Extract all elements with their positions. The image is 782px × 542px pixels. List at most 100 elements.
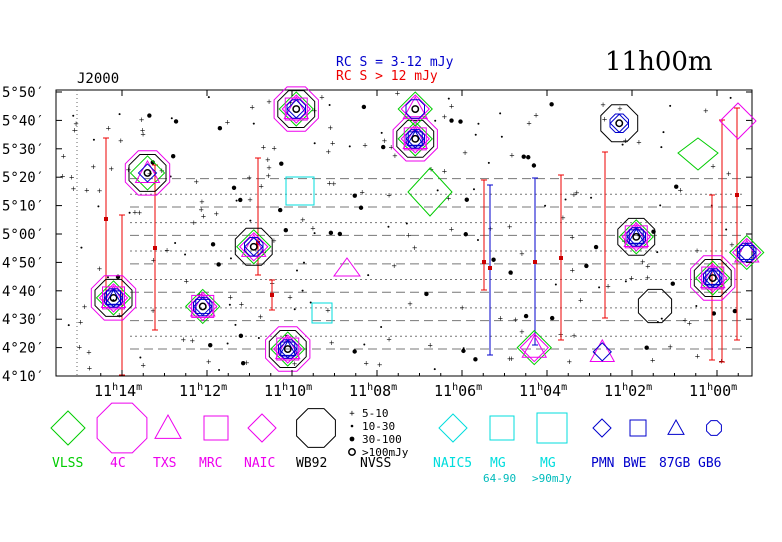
nvss-point-30-100 (240, 360, 246, 366)
nvss-point-30-100 (584, 263, 589, 269)
nvss-point-30-100 (361, 104, 367, 110)
nvss-point-30-100 (170, 154, 176, 159)
legend-87gb-symbol (667, 418, 685, 435)
rc-flux-marker (488, 266, 492, 270)
mrc-marker (624, 225, 648, 249)
wb92-marker (617, 217, 656, 256)
nvss-point-small: + (667, 343, 673, 351)
nvss-point-small: + (710, 162, 716, 170)
y-tick-label: 5°40′ (2, 113, 44, 129)
x-tick-label: 11h00m (689, 382, 737, 400)
pmn-marker (592, 342, 612, 362)
nvss-point-30-100 (238, 197, 243, 203)
nvss-point-10-30 (590, 196, 593, 199)
nvss-point-10-30 (170, 117, 173, 120)
nvss-point-10-30 (380, 326, 383, 329)
nvss-point-small: + (449, 103, 455, 111)
nvss-point-small: + (239, 301, 245, 309)
nvss-point-10-30 (477, 122, 480, 125)
catalog-source (90, 275, 137, 321)
nvss-point-30-100 (173, 119, 179, 124)
x-tick-label: 11h08m (349, 382, 397, 400)
wb92-marker (94, 278, 133, 317)
legend-mg1-label: MG (490, 456, 506, 471)
nvss-point-small: + (249, 103, 255, 111)
nvss-point-small: + (677, 187, 683, 195)
x-tick-label: 11h04m (519, 382, 567, 400)
nvss-point-30-100 (670, 281, 675, 286)
mrc-marker (276, 337, 300, 361)
nvss-point-small: + (394, 90, 400, 98)
nvss-point-small: + (703, 107, 709, 115)
nvss-point-30-100 (217, 126, 223, 131)
nvss-point-10-30 (487, 161, 490, 164)
nvss-point-small: + (682, 317, 688, 325)
nvss-point-10-30 (235, 199, 238, 202)
nvss-point-small: + (97, 187, 103, 195)
nvss-point-small: + (108, 165, 114, 173)
nvss-point-small: + (227, 293, 233, 301)
x-tick-label: 11h12m (179, 382, 227, 400)
nvss-point-small: + (200, 212, 206, 220)
nvss-point-small: + (446, 194, 452, 202)
nvss-point-small: + (72, 127, 78, 135)
nvss-point-10-30 (249, 219, 252, 222)
nvss-point-10-30 (695, 304, 698, 307)
87gb-marker (703, 268, 722, 285)
nvss-point-small: + (151, 257, 157, 265)
legend-gb6-label: GB6 (698, 456, 721, 471)
catalog-source (600, 104, 639, 143)
vlss-diamond-field (407, 167, 453, 217)
nvss-point-small: + (628, 274, 634, 282)
nvss-point-10-30 (252, 122, 255, 125)
nvss-point-10-30 (447, 97, 450, 100)
naic-marker (273, 334, 303, 364)
axes: 4°10′ 4°20′ 4°30′ 4°40′ 4°50′ 5°00′ 5°10′ 5°20′… (2, 85, 752, 400)
4c-marker (690, 255, 736, 301)
nvss-point-small: + (441, 113, 447, 121)
nvss-point-small: + (60, 152, 66, 160)
nvss-point-10-30 (92, 138, 95, 141)
nvss-point-10-30 (313, 232, 316, 235)
nvss-point-30-100 (449, 118, 454, 123)
rc-flux-marker (735, 193, 739, 197)
nvss-point-small: + (695, 353, 701, 361)
naic-marker (732, 237, 762, 268)
nvss-bright-marker (411, 105, 420, 113)
naic-marker (519, 332, 549, 363)
nvss-point-small: + (392, 152, 398, 160)
nvss-point-small: + (386, 192, 392, 200)
nvss-point-small: + (292, 360, 298, 368)
nvss-point-small: + (125, 166, 131, 174)
gb6-marker (703, 268, 723, 288)
nvss-point-30-100 (150, 160, 155, 165)
nvss-point-10-30 (433, 368, 436, 371)
x-tick-label: 11h10m (264, 382, 312, 400)
nvss-point-small: + (509, 355, 515, 363)
nvss-point-30-100 (147, 113, 152, 118)
wb92-marker (277, 90, 316, 128)
gb6-marker (626, 227, 646, 247)
nvss-point-small: + (686, 320, 692, 328)
nvss-point-small: + (258, 182, 264, 190)
nvss-point-small: + (407, 300, 413, 308)
nvss-point-small: + (726, 170, 732, 178)
y-tick-label: 4°20′ (2, 341, 44, 357)
nvss-point-small: + (497, 315, 503, 323)
nvss-point-30-100 (521, 154, 526, 159)
nvss-point-small: + (617, 105, 623, 113)
nvss-point-30-100 (732, 308, 738, 314)
mrc-marker (284, 97, 308, 121)
y-tick-label: 4°30′ (2, 312, 44, 328)
nvss-point-10-30 (80, 246, 83, 249)
nvss-point-30-100 (593, 244, 599, 250)
catalog-source (690, 255, 736, 301)
nvss-point-10-30 (293, 308, 296, 311)
gb6-marker (193, 296, 213, 317)
naic-marker (281, 94, 311, 124)
nvss-point-30-100 (523, 313, 529, 319)
nvss-point-small: + (164, 246, 170, 254)
nvss-point-small: + (560, 214, 566, 222)
nvss-point-small: + (566, 358, 572, 366)
nvss-point-small: + (271, 144, 277, 152)
